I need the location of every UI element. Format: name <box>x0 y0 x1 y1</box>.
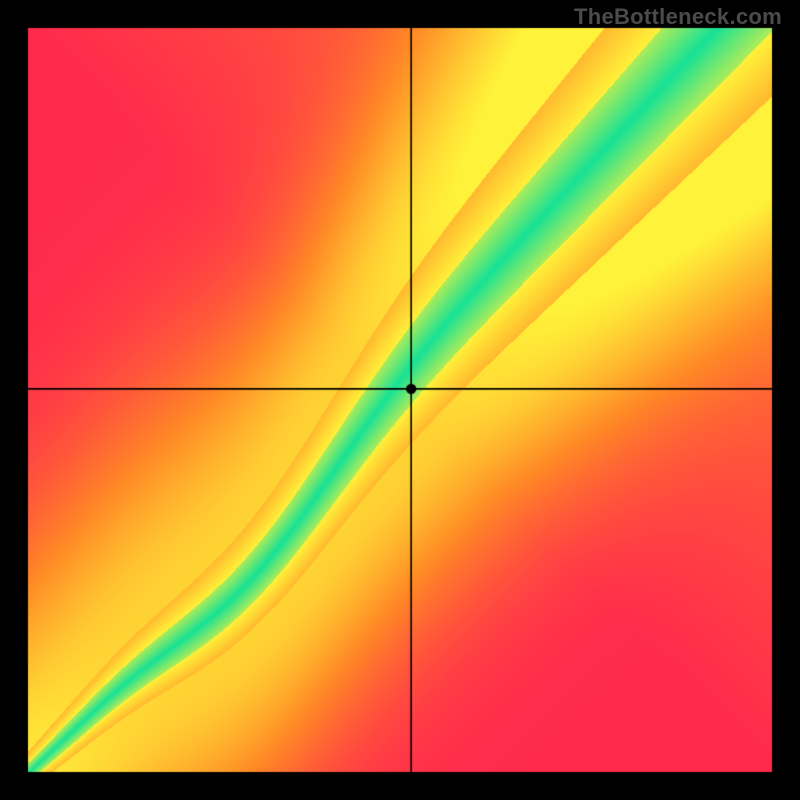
watermark-label: TheBottleneck.com <box>574 4 782 30</box>
chart-container: TheBottleneck.com <box>0 0 800 800</box>
bottleneck-heatmap <box>0 0 800 800</box>
